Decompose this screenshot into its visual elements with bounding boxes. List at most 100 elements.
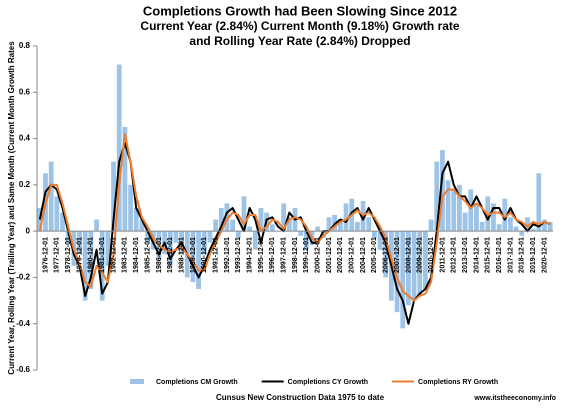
chart-title: Completions Growth had Been Slowing Sinc…	[143, 3, 457, 18]
bar	[139, 219, 145, 232]
bar	[462, 212, 468, 232]
x-tick-label: 1982-12-01	[110, 237, 117, 273]
x-tick-label: 1988-12-01	[178, 237, 185, 273]
bar	[536, 173, 542, 232]
bar	[394, 231, 400, 313]
bar	[65, 231, 71, 243]
bar	[479, 221, 485, 232]
x-tick-label: 2003-12-01	[349, 237, 356, 273]
bar	[525, 217, 530, 232]
bar	[48, 161, 54, 232]
bar	[519, 231, 525, 236]
bar	[230, 219, 236, 232]
bar	[354, 221, 360, 232]
source: www.itstheeconomy.info	[473, 395, 556, 402]
bar	[496, 224, 502, 232]
bar	[150, 231, 156, 250]
line	[38, 132, 551, 302]
bar	[326, 217, 332, 232]
x-tick-label: 1995-12-01	[258, 237, 265, 273]
x-tick-label: 2014-12-01	[473, 237, 480, 273]
bar	[99, 231, 105, 301]
x-tick-label: 1985-12-01	[144, 237, 151, 273]
x-tick-label: 1976-12-01	[42, 237, 49, 273]
y-tick-label: 0.4	[19, 134, 31, 143]
x-tick-label: 2002-12-01	[337, 237, 344, 273]
x-tick-label: 1980-12-01	[88, 237, 95, 273]
bar	[224, 203, 230, 232]
bar	[201, 231, 207, 255]
x-tick-label: 2017-12-01	[507, 237, 514, 273]
x-tick-label: 1986-12-01	[156, 237, 163, 273]
y-tick-label: 0.8	[19, 41, 31, 50]
x-tick-label: 1979-12-01	[76, 237, 83, 273]
x-tick-label: 2012-12-01	[451, 237, 458, 273]
bar	[513, 226, 519, 232]
bar	[82, 231, 88, 301]
bar	[133, 208, 139, 232]
x-tick-label: 2007-12-01	[394, 237, 401, 273]
bar	[218, 208, 224, 232]
y-tick-label: 0	[26, 226, 31, 235]
bar	[258, 208, 264, 232]
x-tick-label: 1996-12-01	[269, 237, 276, 273]
x-tick-label: 2001-12-01	[326, 237, 333, 273]
bar	[377, 231, 383, 250]
bar	[315, 226, 321, 232]
bar	[128, 184, 133, 232]
y-tick-label: -0.4	[16, 319, 30, 328]
x-tick-label: 1990-12-01	[201, 237, 208, 273]
bar	[547, 221, 553, 232]
bar	[451, 189, 457, 232]
bar	[423, 231, 428, 289]
bar	[383, 231, 389, 278]
bar	[60, 212, 65, 232]
x-tick-label: 1977-12-01	[54, 237, 61, 273]
bar	[303, 231, 309, 250]
x-tick-label: 1992-12-01	[224, 237, 231, 273]
bar	[411, 231, 417, 301]
y-tick-label: 0.6	[19, 87, 31, 96]
bar	[508, 217, 513, 232]
x-tick-label: 2019-12-01	[530, 237, 537, 273]
legend-label: Completions RY Growth	[418, 379, 498, 386]
bar	[196, 231, 201, 289]
x-tick-label: 2009-12-01	[417, 237, 424, 273]
x-tick-label: 2013-12-01	[462, 237, 469, 273]
x-tick-label: 2020-12-01	[541, 237, 548, 273]
bar	[241, 196, 247, 232]
bar	[281, 203, 287, 232]
x-tick-label: 2008-12-01	[405, 237, 412, 273]
bar	[474, 203, 479, 232]
line	[38, 142, 551, 325]
x-tick-label: 1991-12-01	[212, 237, 219, 273]
bar	[428, 219, 434, 232]
bar	[360, 201, 366, 232]
chart-title: and Rolling Year Rate (2.84%) Dropped	[189, 34, 410, 48]
bar	[530, 228, 536, 232]
bar	[502, 198, 508, 232]
y-tick-label: 0.2	[19, 180, 31, 189]
y-tick-label: -0.2	[16, 273, 30, 282]
bar	[190, 231, 196, 283]
bar	[122, 127, 128, 232]
bar	[167, 231, 173, 266]
bar	[445, 180, 451, 232]
x-tick-label: 2006-12-01	[383, 237, 390, 273]
bar	[252, 231, 258, 250]
chart-title: Current Year (2.84%) Current Month (9.18…	[140, 19, 460, 33]
x-tick-label: 1984-12-01	[133, 237, 140, 273]
x-tick-label: 1999-12-01	[303, 237, 310, 273]
bar	[145, 231, 150, 243]
bar	[116, 64, 122, 232]
x-tick-label: 1981-12-01	[99, 237, 106, 273]
x-tick-label: 1989-12-01	[190, 237, 197, 273]
bar	[406, 231, 411, 306]
bar	[111, 161, 116, 232]
bar	[434, 161, 440, 232]
bar	[366, 217, 372, 232]
x-tick-label: 1998-12-01	[292, 237, 299, 273]
bar	[77, 231, 82, 255]
bar	[400, 231, 406, 329]
x-tick-label: 2000-12-01	[315, 237, 322, 273]
